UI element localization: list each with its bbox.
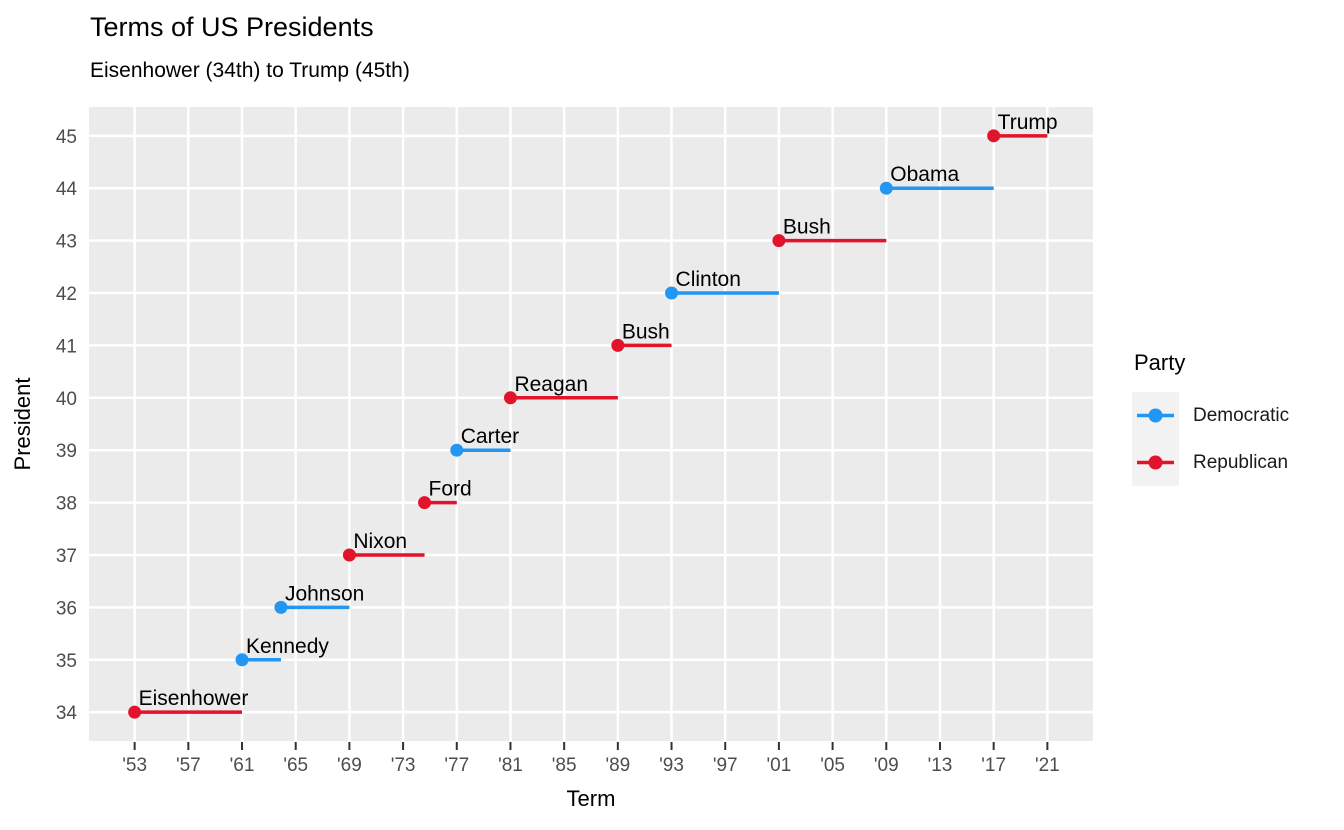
y-tick-label: 35 [56, 651, 77, 672]
term-start-point [450, 443, 464, 457]
president-label: Eisenhower [139, 687, 249, 710]
y-tick-label: 45 [56, 127, 77, 148]
panel-background [89, 107, 1093, 741]
chart-title: Terms of US Presidents [90, 12, 374, 42]
president-label: Johnson [285, 582, 364, 605]
president-label: Obama [890, 163, 959, 186]
x-tick-label: '97 [713, 755, 738, 776]
x-tick-label: '93 [659, 755, 684, 776]
x-tick-label: '53 [122, 755, 147, 776]
legend-item-democratic: Democratic [1132, 392, 1289, 439]
y-tick-label: 38 [56, 494, 77, 515]
x-tick-label: '57 [176, 755, 201, 776]
x-tick-label: '65 [283, 755, 308, 776]
y-tick-label: 42 [56, 284, 77, 305]
president-label: Kennedy [246, 635, 329, 658]
term-start-point [128, 705, 142, 719]
chart-subtitle: Eisenhower (34th) to Trump (45th) [90, 59, 410, 82]
legend-label-democratic: Democratic [1193, 404, 1290, 426]
term-start-point [987, 129, 1001, 143]
x-tick-label: '09 [874, 755, 899, 776]
term-start-point [235, 653, 249, 667]
president-label: Carter [461, 425, 519, 448]
x-tick-label: '01 [767, 755, 792, 776]
x-tick-label: '69 [337, 755, 362, 776]
legend-item-republican: Republican [1132, 439, 1289, 486]
term-start-point [879, 181, 893, 195]
y-tick-label: 39 [56, 441, 77, 462]
legend-key-republican-icon [1132, 439, 1179, 486]
legend-title: Party [1134, 350, 1186, 375]
y-tick-label: 43 [56, 232, 77, 253]
term-start-point [418, 496, 432, 510]
y-tick-label: 36 [56, 598, 77, 619]
legend-key-democratic-icon [1132, 392, 1179, 439]
y-tick-label: 41 [56, 336, 77, 357]
president-label: Nixon [353, 530, 407, 553]
legend-label-republican: Republican [1193, 451, 1289, 473]
x-tick-label: '81 [498, 755, 523, 776]
president-label: Bush [622, 320, 670, 343]
x-tick-label: '13 [928, 755, 953, 776]
president-label: Reagan [514, 373, 588, 396]
x-tick-label: '61 [230, 755, 255, 776]
x-tick-label: '77 [444, 755, 469, 776]
president-label: Bush [783, 216, 831, 239]
x-tick-label: '89 [605, 755, 630, 776]
term-start-point [665, 286, 679, 300]
legend-items: Democratic Republican [1132, 392, 1289, 486]
term-start-point [274, 600, 288, 614]
term-start-point [342, 548, 356, 562]
term-start-point [611, 338, 625, 352]
x-tick-label: '73 [391, 755, 416, 776]
term-start-point [772, 234, 786, 248]
y-axis-title: President [10, 378, 35, 471]
x-tick-label: '17 [981, 755, 1006, 776]
y-tick-label: 34 [56, 703, 78, 724]
president-label: Ford [429, 478, 472, 501]
president-label: Clinton [676, 268, 741, 291]
x-tick-label: '85 [552, 755, 577, 776]
president-label: Trump [998, 111, 1058, 134]
legend: Party Democratic Republica [1132, 350, 1289, 486]
y-tick-label: 44 [56, 179, 78, 200]
y-tick-label: 37 [56, 546, 77, 567]
x-axis-title: Term [567, 786, 616, 811]
x-tick-label: '05 [820, 755, 845, 776]
term-start-point [503, 391, 517, 405]
y-tick-label: 40 [56, 389, 77, 410]
x-tick-label: '21 [1035, 755, 1060, 776]
